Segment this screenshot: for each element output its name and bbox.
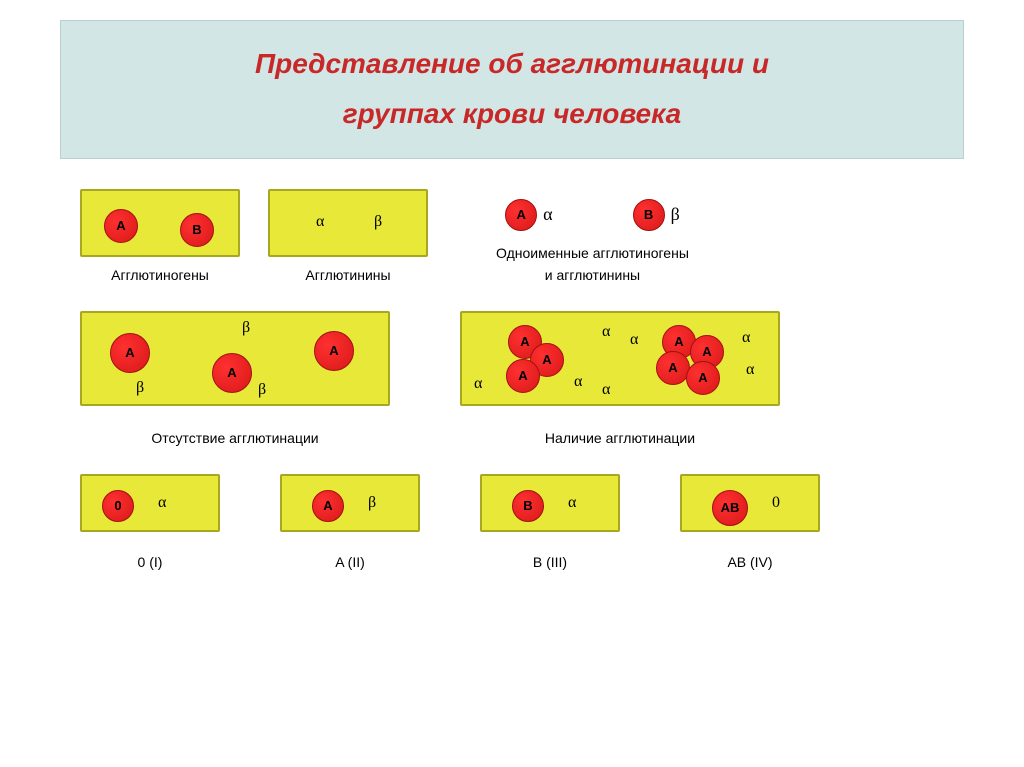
greek-symbol: 0 (772, 494, 780, 512)
agglutininy-label: Агглютинины (305, 267, 390, 283)
blood-cell: B (633, 199, 665, 231)
agglutinogeny-panel: AB (80, 189, 240, 257)
blood-group-label: AB (IV) (727, 554, 772, 570)
odnoimennye-group: Aα Bβ Одноименные агглютиногены и агглюти… (496, 189, 689, 283)
blood-group-panel: AB 0 (680, 474, 820, 532)
blood-cell: 0 (102, 490, 134, 522)
presence-label: Наличие агглютинации (545, 430, 695, 446)
greek-symbol: α (602, 381, 610, 399)
blood-cell: B (180, 213, 214, 247)
blood-group: 0α0 (I) (80, 474, 220, 570)
row-2: AAAβββ Отсутствие агглютинации AAAAAAAαα… (80, 311, 944, 446)
greek-symbol: β (374, 213, 382, 231)
greek-symbol: α (158, 494, 166, 512)
matched-pair: Aα (505, 199, 552, 231)
blood-cell: A (505, 199, 537, 231)
agglutinogeny-label: Агглютиногены (111, 267, 209, 283)
presence-panel: AAAAAAAααααααα (460, 311, 780, 406)
blood-cell: AB (712, 490, 748, 526)
greek-symbol: α (474, 375, 482, 393)
title-line-2: группах крови человека (343, 98, 682, 129)
greek-symbol: α (742, 329, 750, 347)
row-1: AB Агглютиногены αβ Агглютинины AαBβ Одн… (80, 189, 944, 283)
row-3: 0α0 (I)AβA (II)BαB (III)AB0AB (IV) (80, 474, 944, 570)
agglutininy-group: αβ Агглютинины (268, 189, 428, 283)
blood-cell: A (104, 209, 138, 243)
blood-cell: A (506, 359, 540, 393)
blood-cell: A (212, 353, 252, 393)
greek-symbol: β (258, 381, 266, 399)
presence-group: AAAAAAAααααααα Наличие агглютинации (460, 311, 780, 446)
greek-symbol: β (368, 494, 376, 512)
absence-group: A A Aβ β β Отсутствие агглютинации (80, 311, 390, 446)
greek-symbol: β (242, 319, 250, 337)
blood-cell: A (686, 361, 720, 395)
absence-label: Отсутствие агглютинации (151, 430, 318, 446)
odnoimennye-label-1: Одноименные агглютиногены (496, 245, 689, 261)
odnoimennye-label-2: и агглютинины (545, 267, 640, 283)
absence-panel: A A Aβ β β (80, 311, 390, 406)
matched-pair: Bβ (633, 199, 680, 231)
odnoimennye-items: Aα Bβ (505, 199, 680, 231)
title-box: Представление об агглютинации и группах … (60, 20, 964, 159)
diagram-area: AB Агглютиногены αβ Агглютинины AαBβ Одн… (60, 189, 964, 570)
blood-group-label: B (III) (533, 554, 567, 570)
greek-symbol: α (574, 373, 582, 391)
blood-group-panel: Aβ (280, 474, 420, 532)
blood-group-panel: 0α (80, 474, 220, 532)
title-line-1: Представление об агглютинации и (255, 48, 769, 79)
blood-cell: A (110, 333, 150, 373)
blood-cell: A (314, 331, 354, 371)
greek-symbol: α (630, 331, 638, 349)
blood-group: Aβ A (II) (280, 474, 420, 570)
greek-symbol: α (568, 494, 576, 512)
blood-group-panel: Bα (480, 474, 620, 532)
page-title: Представление об агглютинации и группах … (101, 39, 923, 140)
greek-symbol: α (543, 204, 552, 225)
agglutinogeny-group: AB Агглютиногены (80, 189, 240, 283)
blood-cell: B (512, 490, 544, 522)
blood-group: Bα B (III) (480, 474, 620, 570)
agglutininy-panel: αβ (268, 189, 428, 257)
greek-symbol: β (671, 204, 680, 225)
blood-group-label: 0 (I) (138, 554, 163, 570)
blood-group-label: A (II) (335, 554, 365, 570)
blood-cell: A (312, 490, 344, 522)
blood-group: AB 0 AB (IV) (680, 474, 820, 570)
greek-symbol: α (316, 213, 324, 231)
blood-cell: A (656, 351, 690, 385)
greek-symbol: α (602, 323, 610, 341)
greek-symbol: α (746, 361, 754, 379)
greek-symbol: β (136, 379, 144, 397)
